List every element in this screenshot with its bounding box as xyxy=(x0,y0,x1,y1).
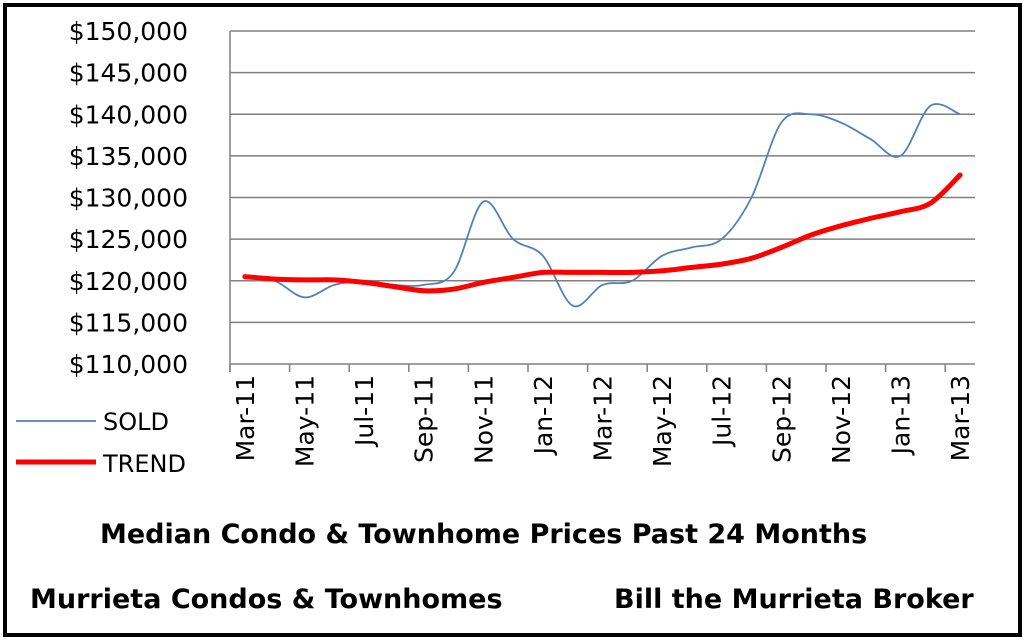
y-tick-label: $130,000 xyxy=(69,184,188,213)
x-tick-label: Nov-11 xyxy=(469,375,498,464)
x-tick-label: Mar-13 xyxy=(946,375,975,461)
x-tick-label: May-11 xyxy=(291,375,320,467)
series-line-trend xyxy=(242,172,963,294)
chart-caption-location: Murrieta Condos & Townhomes xyxy=(30,584,503,615)
y-tick-label: $145,000 xyxy=(69,59,188,88)
y-tick-label: $120,000 xyxy=(69,267,188,296)
x-tick-label: Sep-11 xyxy=(410,375,439,463)
chart-caption-author: Bill the Murrieta Broker xyxy=(614,584,974,615)
x-tick-label: Mar-11 xyxy=(231,375,260,461)
chart-caption-title: Median Condo & Townhome Prices Past 24 M… xyxy=(100,519,868,550)
x-tick-label: Jan-13 xyxy=(887,375,916,456)
series-line-sold xyxy=(244,103,961,308)
y-tick-label: $125,000 xyxy=(69,225,188,254)
x-tick-label: Sep-12 xyxy=(767,375,796,463)
x-tick-label: Jan-12 xyxy=(529,375,558,456)
legend-label-sold: SOLD xyxy=(103,408,169,436)
y-tick-label: $115,000 xyxy=(69,308,188,337)
y-tick-label: $140,000 xyxy=(69,100,188,129)
x-tick-label: Jul-12 xyxy=(708,375,737,448)
y-tick-label: $110,000 xyxy=(69,350,188,379)
x-tick-label: Jul-11 xyxy=(350,375,379,448)
x-tick-label: May-12 xyxy=(648,375,677,467)
x-tick-label: Nov-12 xyxy=(827,375,856,464)
y-tick-label: $135,000 xyxy=(69,142,188,171)
legend-label-trend: TREND xyxy=(102,450,186,478)
chart-frame xyxy=(3,3,1022,637)
y-tick-label: $150,000 xyxy=(69,17,188,46)
x-tick-label: Mar-12 xyxy=(589,375,618,461)
